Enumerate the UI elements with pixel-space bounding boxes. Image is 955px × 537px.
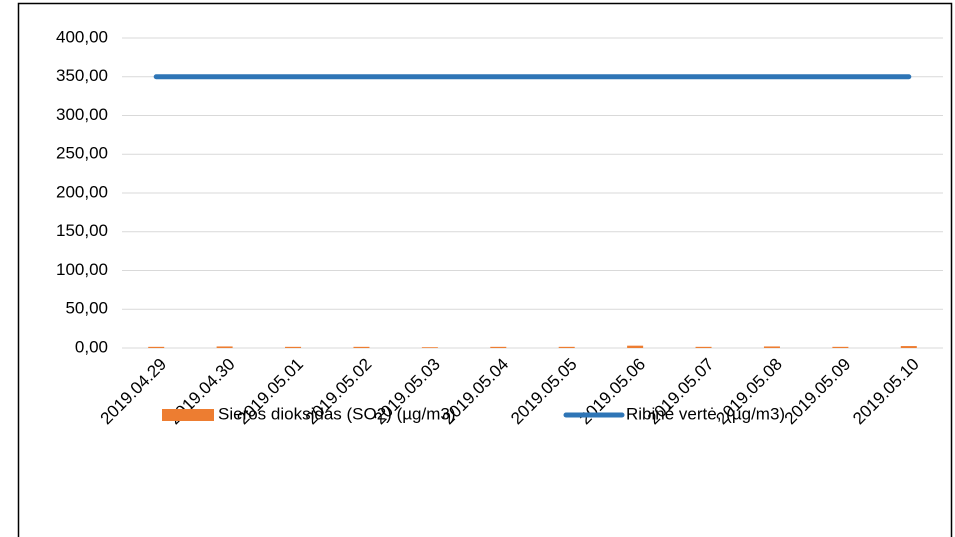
bar bbox=[148, 346, 165, 348]
y-tick-label: 400,00 bbox=[56, 27, 108, 46]
y-tick-label: 0,00 bbox=[75, 337, 108, 356]
y-tick-label: 300,00 bbox=[56, 105, 108, 124]
bar bbox=[490, 346, 507, 348]
y-tick-label: 50,00 bbox=[65, 299, 108, 318]
bar bbox=[216, 346, 233, 348]
bar bbox=[832, 346, 849, 348]
bar bbox=[627, 345, 644, 348]
bar bbox=[900, 346, 917, 348]
bar bbox=[763, 346, 780, 348]
y-tick-label: 250,00 bbox=[56, 144, 108, 163]
y-tick-label: 100,00 bbox=[56, 260, 108, 279]
bar bbox=[421, 347, 438, 348]
bar bbox=[285, 346, 302, 348]
bar bbox=[353, 346, 370, 348]
legend-label: Sieros dioksidas (SO2) (µg/m3) bbox=[218, 404, 455, 423]
y-tick-label: 150,00 bbox=[56, 221, 108, 240]
bar bbox=[695, 346, 712, 348]
legend-label: Ribinė vertė, (µg/m3) bbox=[626, 404, 785, 423]
y-tick-label: 200,00 bbox=[56, 182, 108, 201]
legend-swatch bbox=[162, 409, 214, 421]
y-tick-label: 350,00 bbox=[56, 66, 108, 85]
bar bbox=[558, 346, 575, 348]
